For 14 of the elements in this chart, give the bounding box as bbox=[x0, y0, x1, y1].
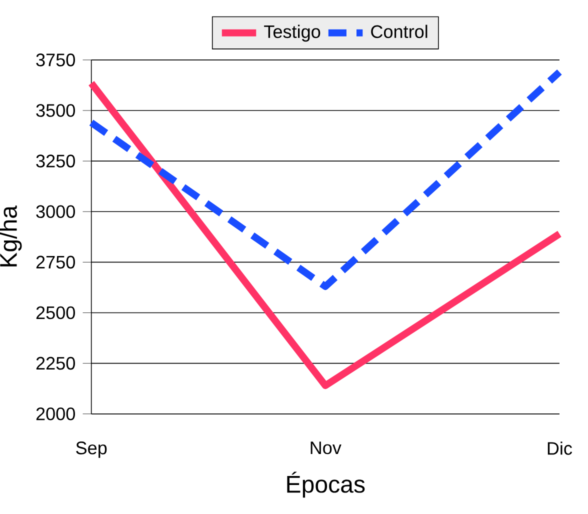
legend-label: Control bbox=[371, 24, 428, 38]
y-tick-label: 3750 bbox=[36, 54, 75, 66]
y-tick-label: 3500 bbox=[36, 104, 75, 118]
y-tick-label: 2500 bbox=[36, 306, 75, 320]
y-tick-label: 2250 bbox=[36, 357, 75, 370]
x-tick-label: Nov bbox=[310, 442, 342, 454]
x-tick-label: Sep bbox=[76, 442, 107, 458]
y-tick-label: 2750 bbox=[36, 256, 75, 269]
x-tick-label: Dic bbox=[548, 442, 572, 455]
legend-label: Testigo bbox=[264, 24, 320, 42]
y-tick-label: 3250 bbox=[36, 154, 75, 168]
y-tick-label: 3000 bbox=[36, 205, 75, 218]
x-axis-title: Épocas bbox=[287, 472, 365, 498]
y-tick-label: 2000 bbox=[36, 408, 75, 420]
